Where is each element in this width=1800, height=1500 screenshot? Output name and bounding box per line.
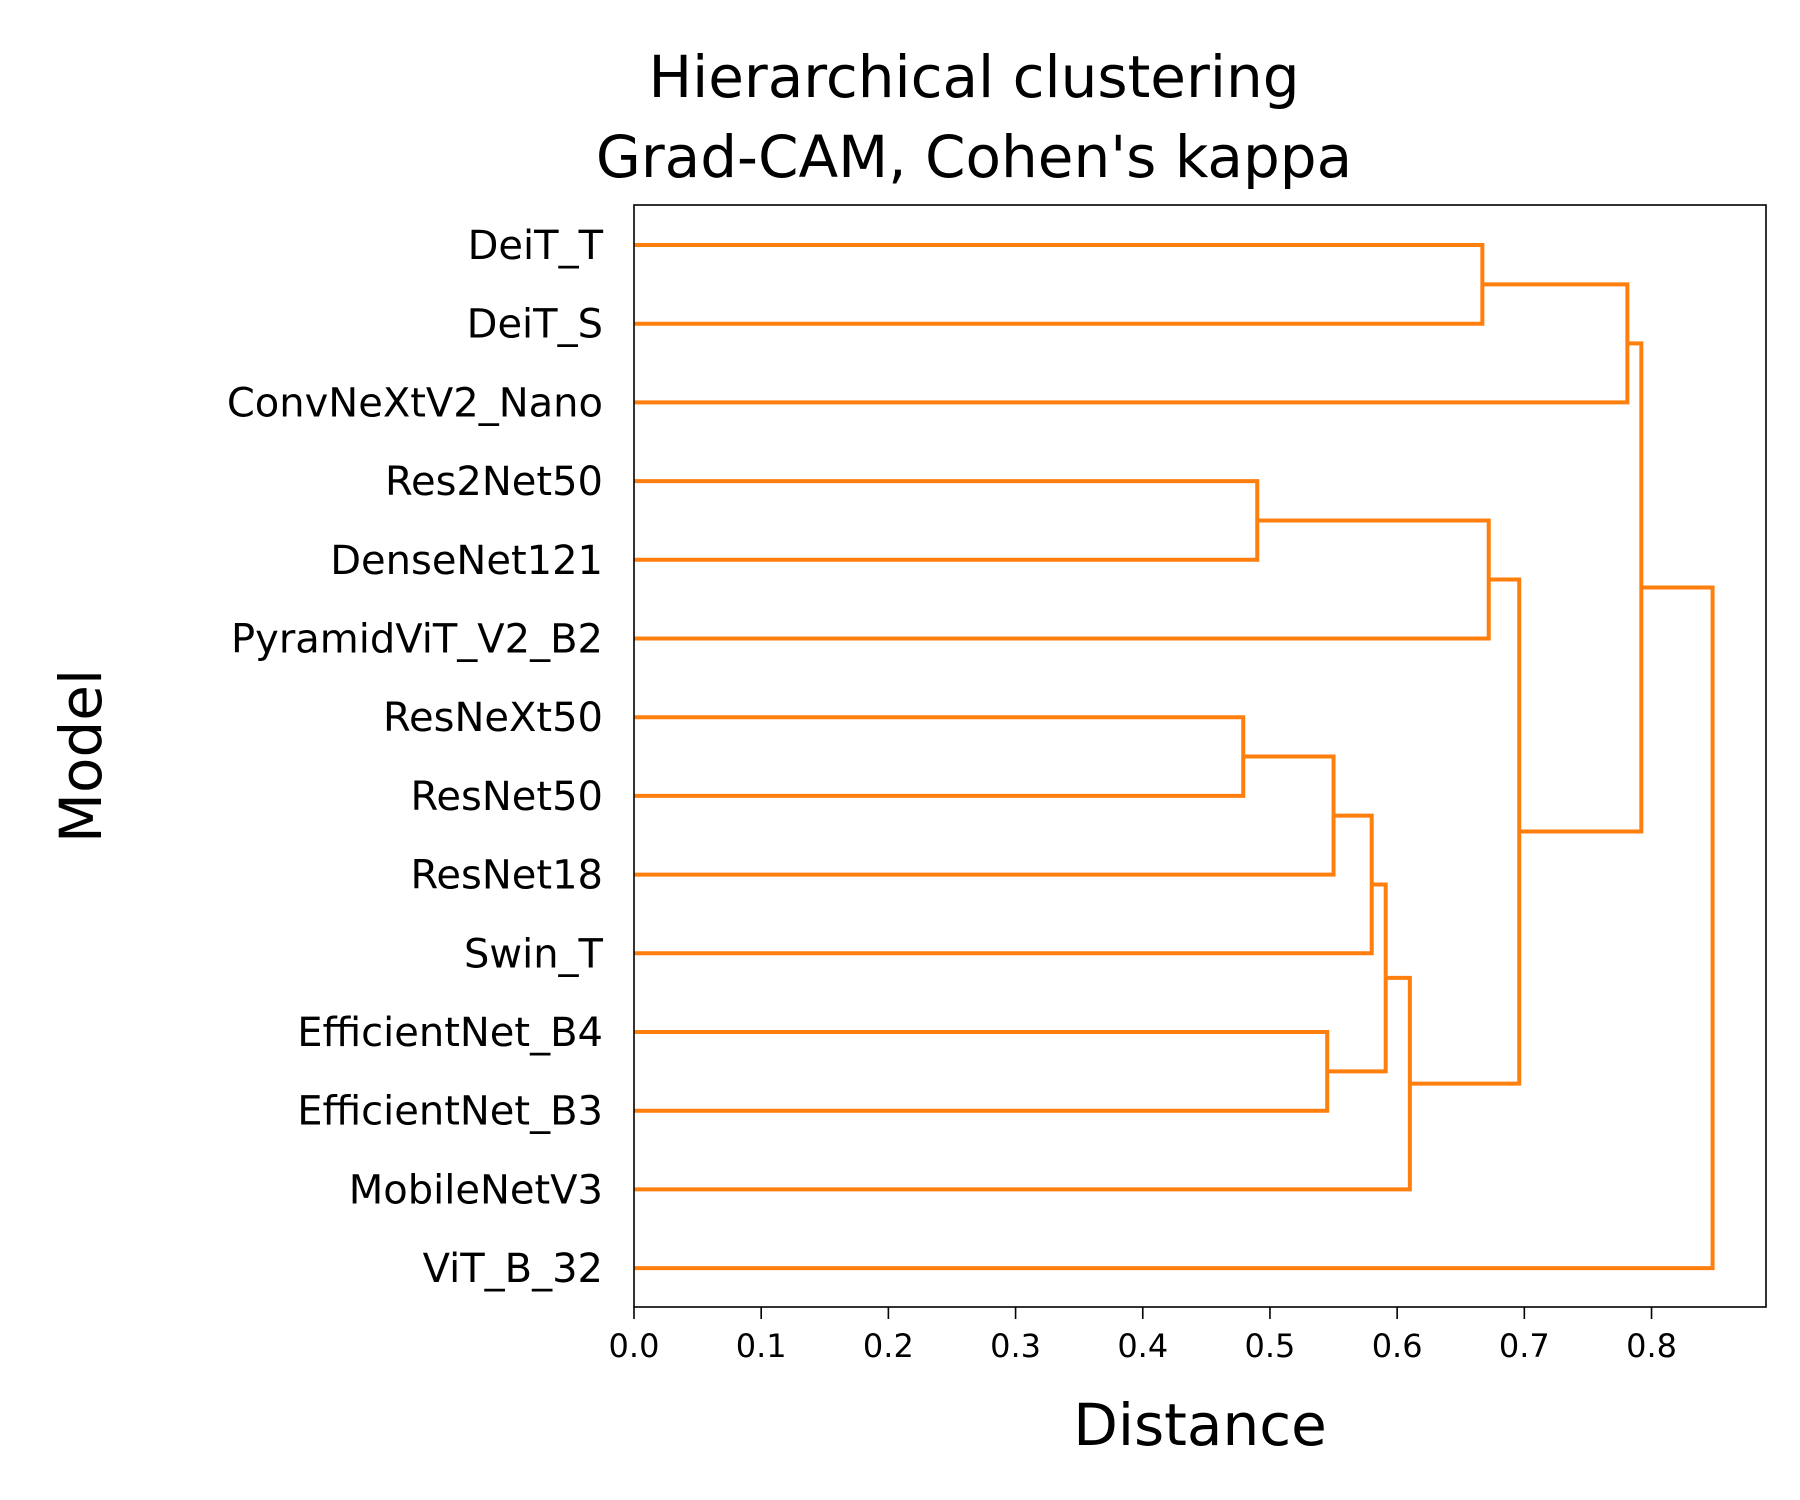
dendrogram-link — [1327, 882, 1388, 1074]
x-tick-label: 0.6 — [1372, 1327, 1423, 1365]
dendrogram-link — [634, 975, 1412, 1192]
dendrogram-links — [634, 243, 1715, 1271]
plot-frame — [633, 204, 1767, 1308]
dendrogram-link — [634, 243, 1485, 326]
x-tick-label: 0.3 — [990, 1327, 1041, 1365]
dendrogram-link — [1409, 577, 1522, 1086]
leaf-label: ResNeXt50 — [383, 695, 603, 741]
dendrogram-link — [634, 813, 1374, 956]
x-tick-label: 0.5 — [1245, 1327, 1296, 1365]
leaf-label: DenseNet121 — [330, 538, 603, 584]
dendrogram-link — [634, 518, 1491, 641]
dendrogram-link — [634, 585, 1715, 1271]
x-tick-label: 0.1 — [736, 1327, 787, 1365]
x-tick-label: 0.8 — [1626, 1327, 1677, 1365]
dendrogram-link — [634, 479, 1260, 562]
x-axis-label: Distance — [1073, 1391, 1327, 1459]
leaf-label: DeiT_S — [467, 302, 603, 348]
dendrogram-link — [1519, 341, 1644, 834]
dendrogram-link — [634, 715, 1246, 798]
x-tick-label: 0.4 — [1117, 1327, 1168, 1365]
dendrogram-link — [634, 1030, 1330, 1113]
leaf-label: ResNet18 — [410, 853, 603, 899]
leaf-label: MobileNetV3 — [349, 1167, 603, 1213]
dendrogram-link — [634, 754, 1336, 877]
chart-title-line-1: Hierarchical clustering — [648, 43, 1299, 111]
x-axis-ticks: 0.0 0.1 0.2 0.3 0.4 0.5 0.6 0.7 0.8 — [609, 1307, 1677, 1365]
leaf-label: ViT_B_32 — [423, 1246, 603, 1292]
leaf-label: Swin_T — [464, 931, 604, 977]
chart-title-line-2: Grad-CAM, Cohen's kappa — [596, 123, 1352, 191]
leaf-labels: DeiT_T DeiT_S ConvNeXtV2_Nano Res2Net50 Dens… — [227, 223, 604, 1292]
leaf-label: DeiT_T — [468, 223, 604, 269]
x-tick-label: 0.2 — [863, 1327, 914, 1365]
leaf-label: EfficientNet_B3 — [297, 1089, 603, 1135]
leaf-label: Res2Net50 — [385, 459, 603, 505]
leaf-label: ConvNeXtV2_Nano — [227, 380, 603, 426]
leaf-label: ResNet50 — [410, 774, 603, 820]
y-axis-label: Model — [47, 669, 115, 843]
leaf-label: EfficientNet_B4 — [297, 1010, 603, 1056]
x-tick-label: 0.7 — [1499, 1327, 1550, 1365]
leaf-label: PyramidViT_V2_B2 — [231, 617, 603, 663]
x-tick-label: 0.0 — [609, 1327, 660, 1365]
dendrogram-link — [634, 282, 1630, 405]
